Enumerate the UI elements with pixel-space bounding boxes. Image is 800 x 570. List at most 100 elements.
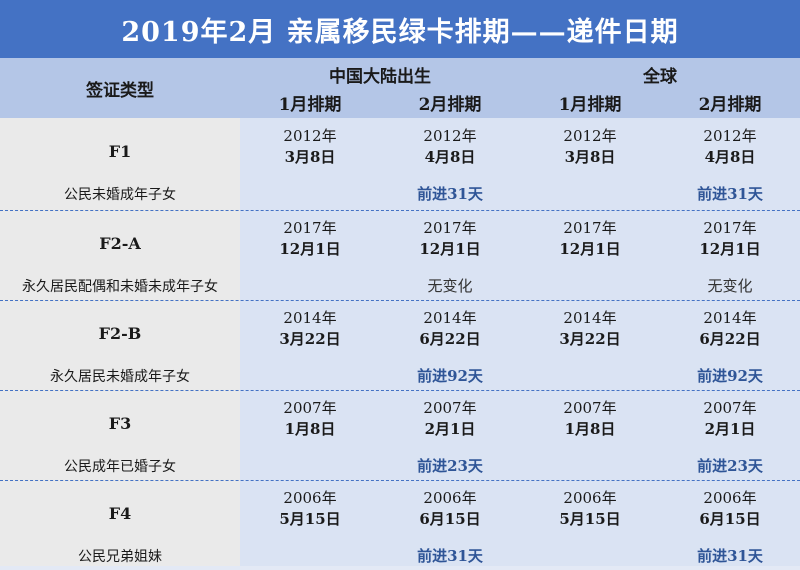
cn-jan-date: 2012年 3月8日	[240, 126, 380, 168]
date-year: 2006年	[283, 489, 337, 507]
date-day: 1月8日	[564, 420, 616, 438]
cn-change: 前进31天	[417, 547, 483, 565]
cn-jan-date: 2014年 3月22日	[240, 308, 380, 350]
date-year: 2014年	[703, 309, 757, 327]
date-day: 2月1日	[424, 420, 476, 438]
table-header: 签证类型 中国大陆出生 全球 1月排期 2月排期 1月排期 2月排期	[0, 58, 800, 118]
date-day: 5月15日	[279, 510, 341, 528]
row-divider	[0, 480, 800, 481]
date-day: 12月1日	[559, 240, 621, 258]
row-description: 公民未婚成年子女	[64, 187, 176, 203]
date-day: 6月22日	[419, 330, 481, 348]
date-year: 2014年	[563, 309, 617, 327]
date-year: 2017年	[283, 219, 337, 237]
gl-jan-date: 2014年 3月22日	[520, 308, 660, 350]
cn-jan-date: 2007年 1月8日	[240, 398, 380, 440]
gl-change: 前进31天	[697, 185, 763, 203]
header-cn-feb: 2月排期	[418, 94, 482, 115]
row-category: F1	[108, 142, 132, 161]
gl-jan-date: 2007年 1月8日	[520, 398, 660, 440]
row-category: F3	[108, 414, 132, 433]
table-row: F1 公民未婚成年子女 2012年 3月8日 2012年 4月8日 2012年 3月8…	[0, 118, 800, 208]
date-year: 2006年	[563, 489, 617, 507]
header-gl-jan: 1月排期	[558, 94, 622, 115]
gl-jan-date: 2012年 3月8日	[520, 126, 660, 168]
gl-change: 前进92天	[697, 367, 763, 385]
header-cn-jan: 1月排期	[278, 94, 342, 115]
date-day: 3月22日	[279, 330, 341, 348]
row-category: F2-A	[99, 234, 141, 253]
row-divider	[0, 390, 800, 391]
date-day: 3月22日	[559, 330, 621, 348]
table-row: F2-B 永久居民未婚成年子女 2014年 3月22日 2014年 6月22日 20…	[0, 300, 800, 390]
gl-feb-date: 2007年 2月1日	[660, 398, 800, 440]
date-day: 4月8日	[704, 148, 756, 166]
date-year: 2007年	[283, 399, 337, 417]
date-day: 3月8日	[284, 148, 336, 166]
gl-jan-date: 2006年 5月15日	[520, 488, 660, 530]
date-year: 2006年	[423, 489, 477, 507]
cn-feb-date: 2012年 4月8日	[380, 126, 520, 168]
date-year: 2007年	[423, 399, 477, 417]
gl-change: 无变化	[707, 277, 753, 295]
row-description: 永久居民配偶和未婚未成年子女	[22, 279, 218, 295]
header-gl-feb: 2月排期	[698, 94, 762, 115]
cn-change: 前进31天	[417, 185, 483, 203]
row-description: 公民成年已婚子女	[64, 459, 176, 475]
page-title-text: 2019年2月 亲属移民绿卡排期——递件日期	[121, 16, 679, 48]
cn-change: 无变化	[427, 277, 473, 295]
row-description: 永久居民未婚成年子女	[50, 369, 190, 385]
date-day: 6月22日	[699, 330, 761, 348]
date-day: 12月1日	[279, 240, 341, 258]
cn-feb-date: 2006年 6月15日	[380, 488, 520, 530]
header-global: 全球	[643, 66, 677, 87]
table-row: F4 公民兄弟姐妹 2006年 5月15日 2006年 6月15日 2006年 5月1…	[0, 480, 800, 570]
date-year: 2006年	[703, 489, 757, 507]
date-day: 4月8日	[424, 148, 476, 166]
cn-feb-date: 2007年 2月1日	[380, 398, 520, 440]
row-description: 公民兄弟姐妹	[78, 549, 162, 565]
date-day: 6月15日	[419, 510, 481, 528]
row-divider	[0, 210, 800, 211]
date-year: 2017年	[703, 219, 757, 237]
row-divider	[0, 300, 800, 301]
table-row: F2-A 永久居民配偶和未婚未成年子女 2017年 12月1日 2017年 12月1…	[0, 210, 800, 300]
table-row: F3 公民成年已婚子女 2007年 1月8日 2007年 2月1日 2007年 1月8…	[0, 390, 800, 480]
date-day: 5月15日	[559, 510, 621, 528]
date-day: 12月1日	[699, 240, 761, 258]
date-day: 3月8日	[564, 148, 616, 166]
date-year: 2012年	[283, 127, 337, 145]
gl-jan-date: 2017年 12月1日	[520, 218, 660, 260]
date-year: 2017年	[563, 219, 617, 237]
gl-feb-date: 2012年 4月8日	[660, 126, 800, 168]
date-year: 2014年	[423, 309, 477, 327]
cn-feb-date: 2014年 6月22日	[380, 308, 520, 350]
gl-feb-date: 2006年 6月15日	[660, 488, 800, 530]
cn-change: 前进92天	[417, 367, 483, 385]
date-year: 2012年	[563, 127, 617, 145]
table-body: F1 公民未婚成年子女 2012年 3月8日 2012年 4月8日 2012年 3月8…	[0, 118, 800, 566]
header-visa-type: 签证类型	[86, 80, 154, 101]
cn-jan-date: 2017年 12月1日	[240, 218, 380, 260]
gl-change: 前进31天	[697, 547, 763, 565]
date-year: 2012年	[703, 127, 757, 145]
date-day: 1月8日	[284, 420, 336, 438]
gl-feb-date: 2014年 6月22日	[660, 308, 800, 350]
date-year: 2012年	[423, 127, 477, 145]
date-year: 2007年	[703, 399, 757, 417]
cn-change: 前进23天	[417, 457, 483, 475]
row-category: F2-B	[98, 324, 142, 343]
date-day: 2月1日	[704, 420, 756, 438]
gl-feb-date: 2017年 12月1日	[660, 218, 800, 260]
page-title: 2019年2月 亲属移民绿卡排期——递件日期	[0, 0, 800, 58]
date-day: 12月1日	[419, 240, 481, 258]
row-category: F4	[108, 504, 132, 523]
date-year: 2007年	[563, 399, 617, 417]
header-china-mainland: 中国大陆出生	[329, 66, 431, 87]
date-day: 6月15日	[699, 510, 761, 528]
cn-jan-date: 2006年 5月15日	[240, 488, 380, 530]
date-year: 2014年	[283, 309, 337, 327]
date-year: 2017年	[423, 219, 477, 237]
category-column	[0, 118, 240, 566]
dates-area	[240, 118, 800, 566]
